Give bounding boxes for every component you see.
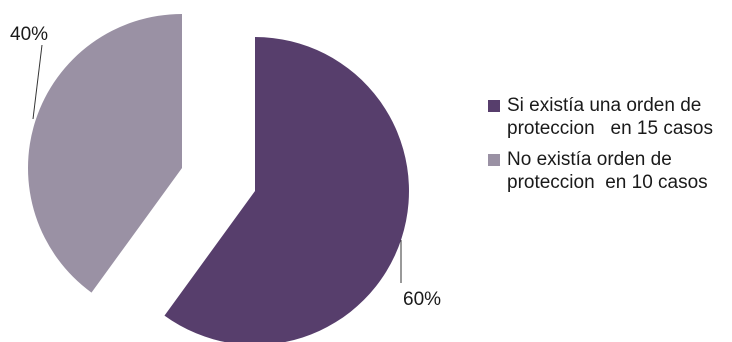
legend-label-1: No existía orden de proteccion en 10 cas… xyxy=(507,149,708,193)
data-labels: 60% 40% xyxy=(10,24,441,310)
pie-slice-0 xyxy=(164,37,409,342)
pie-slices xyxy=(27,14,409,342)
legend: Si existía una orden de proteccion en 15… xyxy=(488,94,732,202)
data-label-1: 40% xyxy=(10,24,48,45)
leader-line-1 xyxy=(32,44,43,120)
pie-slice-1 xyxy=(27,14,183,293)
legend-item-0: Si existía una orden de proteccion en 15… xyxy=(488,94,732,140)
legend-item-1: No existía orden de proteccion en 10 cas… xyxy=(488,148,732,194)
data-label-0: 60% xyxy=(403,289,441,310)
legend-swatch-0 xyxy=(488,100,500,112)
legend-label-0: Si existía una orden de proteccion en 15… xyxy=(507,95,713,139)
leader-lines xyxy=(32,44,402,283)
legend-swatch-1 xyxy=(488,154,500,166)
